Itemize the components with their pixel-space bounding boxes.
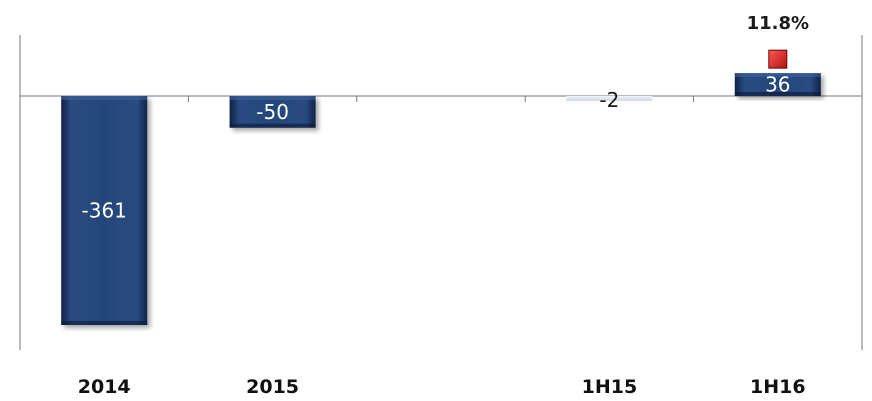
bar-bevel-bottom xyxy=(61,321,148,325)
data-label: -2 xyxy=(599,88,619,112)
bar xyxy=(229,96,316,128)
annotation-label: 11.8% xyxy=(747,13,809,34)
data-label: -50 xyxy=(256,100,289,124)
bars xyxy=(61,73,821,325)
bar-bevel-bottom xyxy=(734,92,821,96)
bar-body xyxy=(229,96,316,128)
bar xyxy=(734,73,821,96)
data-label: 36 xyxy=(765,73,790,97)
bar xyxy=(61,96,148,325)
x-tick-label: 2015 xyxy=(246,376,299,398)
axes xyxy=(19,35,863,350)
x-tick-label: 1H16 xyxy=(750,376,806,398)
red-square-icon xyxy=(768,49,788,69)
x-tick-label: 2014 xyxy=(78,376,131,398)
bar-bevel-top xyxy=(229,96,316,100)
bar xyxy=(566,96,653,101)
bar-body xyxy=(734,73,821,96)
annotation: 11.8% xyxy=(747,13,809,69)
bar-bevel-bottom xyxy=(229,123,316,128)
data-label: -361 xyxy=(82,199,127,223)
category-tick-labels: 2014 2015 1H15 1H16 xyxy=(78,376,806,398)
value-labels: -361 -50 -2 36 xyxy=(82,73,791,223)
bar-bevel-top xyxy=(61,96,148,100)
bar-body xyxy=(61,96,148,325)
bar-bevel-top xyxy=(734,73,821,78)
x-tick-label: 1H15 xyxy=(582,376,638,398)
